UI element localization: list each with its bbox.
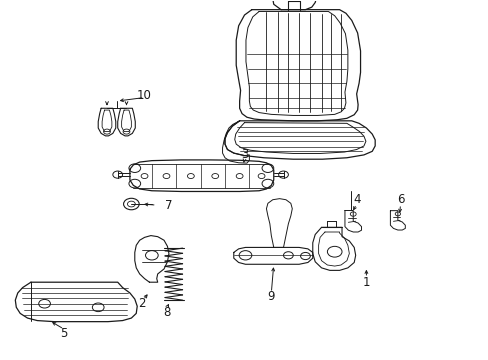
Text: 7: 7 [165,199,172,212]
Text: 5: 5 [61,327,68,340]
Text: 8: 8 [163,306,170,319]
Text: 3: 3 [240,148,248,161]
Text: 2: 2 [138,297,145,310]
Text: 10: 10 [137,89,152,102]
Text: 9: 9 [267,290,275,303]
Text: 4: 4 [352,193,360,206]
Text: 1: 1 [362,276,369,289]
Text: 6: 6 [396,193,404,206]
